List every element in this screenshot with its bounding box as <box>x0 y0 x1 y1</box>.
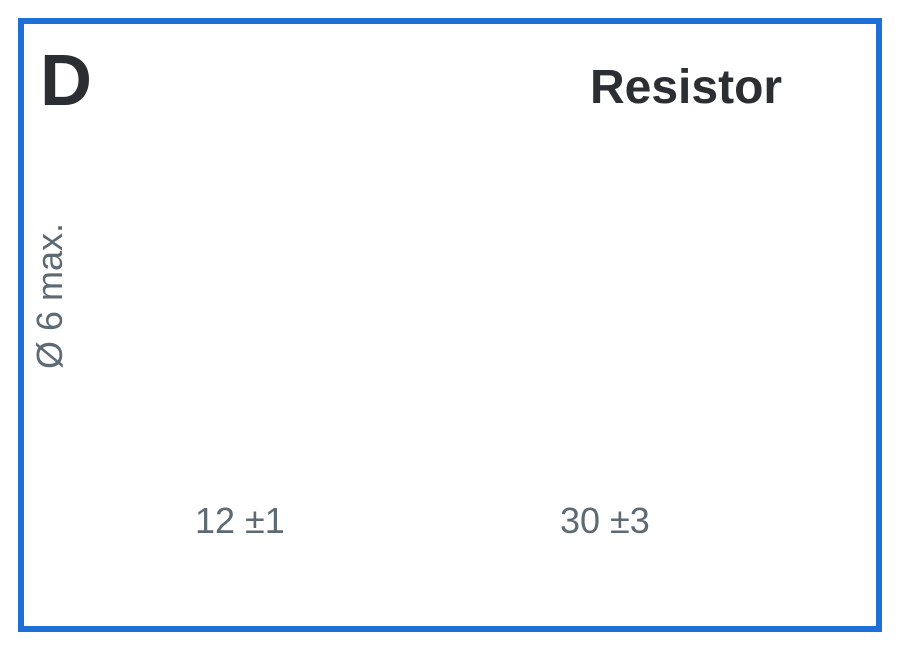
variant-letter: D <box>40 40 92 122</box>
resistor-callout-label: Resistor <box>590 60 782 115</box>
dimension-lead-length-label: 30 ±3 <box>560 500 650 542</box>
dimension-width-label: 12 ±1 <box>195 500 285 542</box>
dimension-diameter-label: Ø 6 max. <box>29 206 71 386</box>
